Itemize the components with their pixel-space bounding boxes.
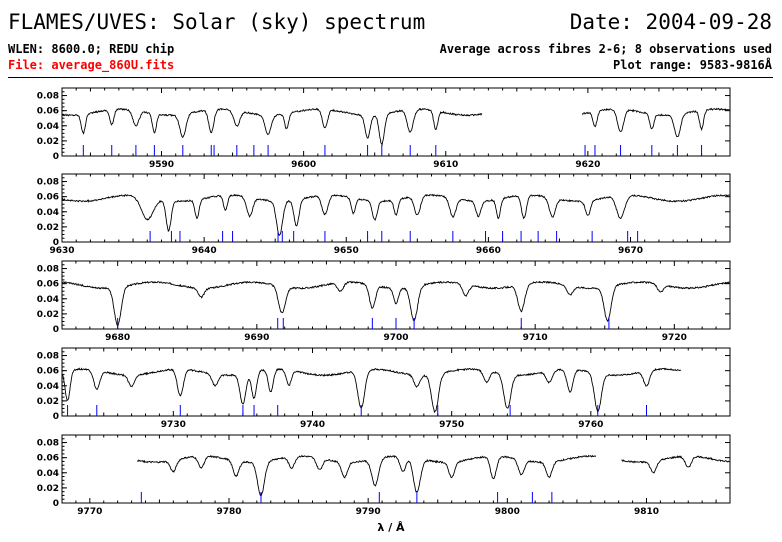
panel-5-y-tick-label: 0.04 (37, 469, 59, 479)
panel-2-x-tick-label: 9670 (618, 246, 643, 256)
panel-1-x-tick-label: 9620 (575, 160, 600, 170)
panel-2-y-tick-label: 0 (53, 238, 59, 248)
panel-4-y-tick-label: 0.02 (37, 397, 59, 407)
plot-range: Plot range: 9583-9816Å (613, 58, 772, 72)
panel-5-x-tick-label: 9790 (356, 507, 381, 517)
panel-2-y-tick-label: 0.08 (37, 178, 59, 188)
panel-2-x-tick-label: 9660 (476, 246, 501, 256)
panel-2-spectrum-line (61, 193, 730, 237)
panel-1-frame (61, 87, 731, 157)
panel-4-x-tick-label: 9730 (161, 420, 186, 430)
panel-5-x-tick-label: 9770 (77, 507, 102, 517)
panel-5-y-tick-label: 0.06 (37, 454, 59, 464)
panel-1-y-tick-label: 0.02 (37, 137, 59, 147)
panel-2-x-tick-label: 9650 (334, 246, 359, 256)
panel-4-frame (61, 347, 731, 417)
panel-3-y-tick-label: 0.06 (37, 280, 59, 290)
panel-3-x-tick-label: 9710 (523, 333, 548, 343)
panel-4-y-tick-label: 0.04 (37, 382, 59, 392)
panel-1-spectrum-line (581, 107, 730, 138)
panel-1-x-tick-label: 9610 (433, 160, 458, 170)
panel-3-y-tick-label: 0.08 (37, 265, 59, 275)
panel-3-x-tick-label: 9680 (105, 333, 130, 343)
panel-5-y-tick-label: 0.02 (37, 484, 59, 494)
page-title: FLAMES/UVES: Solar (sky) spectrum (8, 10, 426, 34)
panel-2-x-tick-label: 9640 (192, 246, 217, 256)
panel-1-y-tick-label: 0.06 (37, 107, 59, 117)
panel-4-y-tick-label: 0 (53, 412, 59, 422)
panel-4-x-tick-label: 9760 (578, 420, 603, 430)
panel-4-x-tick-label: 9740 (300, 420, 325, 430)
panel-2-frame (61, 173, 731, 243)
panel-5-spectrum-line (136, 454, 597, 497)
panel-4-y-tick-label: 0.06 (37, 367, 59, 377)
wavelength-setting: WLEN: 8600.0; REDU chip (8, 42, 175, 56)
panel-2-y-tick-label: 0.04 (37, 208, 59, 218)
panel-2-y-tick-label: 0.06 (37, 193, 59, 203)
panel-5-y-tick-label: 0 (53, 499, 59, 509)
panel-1-y-tick-label: 0 (53, 152, 59, 162)
panel-3-y-tick-label: 0.02 (37, 310, 59, 320)
panel-3-x-tick-label: 9690 (244, 333, 269, 343)
panel-2-y-tick-label: 0.02 (37, 223, 59, 233)
panel-2-x-tick-label: 9630 (49, 246, 74, 256)
panel-3-x-tick-label: 9720 (662, 333, 687, 343)
panel-4-x-tick-label: 9750 (439, 420, 464, 430)
panel-5-x-tick-label: 9780 (216, 507, 241, 517)
observation-date: Date: 2004-09-28 (569, 10, 772, 34)
panel-3-y-tick-label: 0.04 (37, 295, 59, 305)
file-name: File: average_860U.fits (8, 58, 175, 72)
average-info: Average across fibres 2-6; 8 observation… (439, 42, 772, 56)
panel-5-spectrum-line (621, 455, 730, 474)
panel-1-spectrum-line (61, 107, 483, 147)
panel-5-frame (61, 434, 731, 504)
panel-1-y-tick-label: 0.04 (37, 122, 59, 132)
panel-1-x-tick-label: 9590 (149, 160, 174, 170)
panel-3-spectrum-line (61, 280, 730, 326)
panel-1-y-tick-label: 0.08 (37, 92, 59, 102)
panel-1-x-tick-label: 9600 (291, 160, 316, 170)
panel-5-x-tick-label: 9800 (495, 507, 520, 517)
header-divider (8, 77, 773, 78)
panel-4-y-tick-label: 0.08 (37, 352, 59, 362)
panel-5-y-tick-label: 0.08 (37, 439, 59, 449)
panel-5-x-tick-label: 9810 (634, 507, 659, 517)
panel-3-y-tick-label: 0 (53, 325, 59, 335)
panel-3-x-tick-label: 9700 (383, 333, 408, 343)
panel-4-spectrum-line (61, 367, 682, 414)
x-axis-label: λ / Å (377, 521, 405, 534)
